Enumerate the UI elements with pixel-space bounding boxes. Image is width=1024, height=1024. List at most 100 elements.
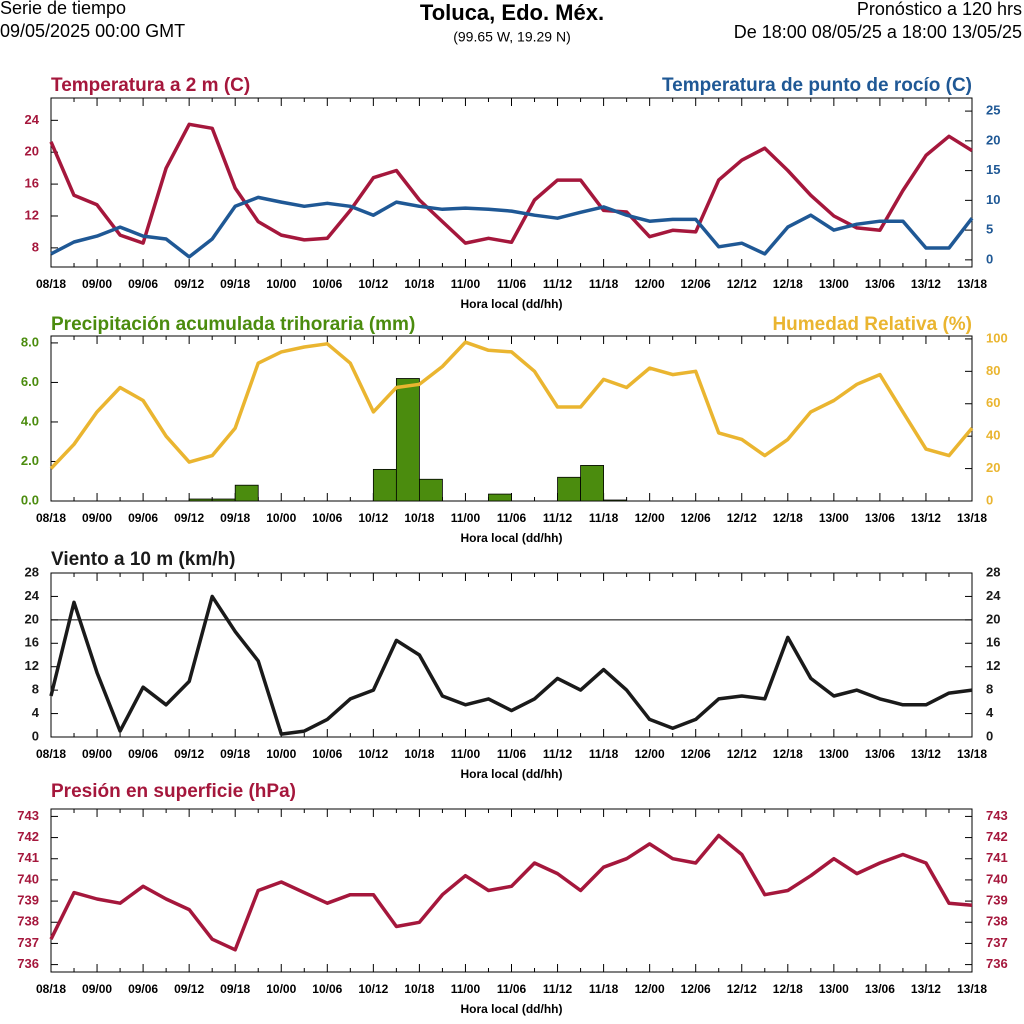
- panel-title: Precipitación acumulada trihoraria (mm): [51, 314, 415, 335]
- y-tick-label: 740: [17, 871, 39, 886]
- x-tick-label: 12/18: [773, 982, 803, 996]
- x-tick-label: 08/18: [36, 511, 66, 525]
- x-tick-label: 11/12: [543, 511, 573, 525]
- bar: [488, 493, 512, 502]
- y2-tick-label: 738: [986, 914, 1008, 929]
- x-tick-label: 12/12: [727, 511, 757, 525]
- x-tick-label: 12/00: [635, 277, 665, 291]
- x-tick-label: 10/06: [312, 511, 342, 525]
- x-tick-label: 08/18: [36, 982, 66, 996]
- y-tick-label: 4: [32, 705, 40, 720]
- x-tick-label: 10/12: [358, 511, 388, 525]
- x-tick-label: 09/12: [174, 511, 204, 525]
- y2-tick-label: 0: [986, 251, 993, 266]
- y-tick-label: 16: [25, 176, 39, 191]
- y-tick-label: 8: [32, 682, 39, 697]
- y2-tick-label: 24: [986, 588, 1001, 603]
- y-tick-label: 4.0: [21, 413, 39, 428]
- x-tick-label: 09/18: [220, 982, 250, 996]
- x-tick-label: 12/06: [681, 277, 711, 291]
- y-tick-label: 12: [25, 207, 39, 222]
- x-tick-label: 09/00: [82, 982, 112, 996]
- panel-title: Temperatura a 2 m (C): [51, 75, 250, 96]
- y-tick-label: 8: [32, 239, 39, 254]
- x-tick-label: 12/18: [773, 747, 803, 761]
- y-tick-label: 2.0: [21, 453, 39, 468]
- y2-tick-label: 739: [986, 893, 1008, 908]
- x-tick-label: 12/18: [773, 511, 803, 525]
- coordinates: (99.65 W, 19.29 N): [453, 29, 571, 45]
- y-tick-label: 24: [25, 588, 40, 603]
- x-tick-label: 12/18: [773, 277, 803, 291]
- x-tick-label: 08/18: [36, 277, 66, 291]
- y2-tick-label: 80: [986, 363, 1000, 378]
- x-tick-label: 12/12: [727, 277, 757, 291]
- y-tick-label: 0.0: [21, 492, 39, 507]
- x-tick-label: 13/00: [819, 982, 849, 996]
- x-tick-label: 11/06: [497, 747, 527, 761]
- panel-title: Temperatura de punto de rocío (C): [662, 75, 972, 96]
- y2-tick-label: 0: [986, 492, 993, 507]
- y-tick-label: 0: [32, 728, 39, 743]
- series-label: Serie de tiempo: [0, 0, 126, 18]
- x-tick-label: 13/12: [911, 511, 941, 525]
- x-tick-label: 09/18: [220, 277, 250, 291]
- y2-tick-label: 10: [986, 192, 1000, 207]
- series-line: [49, 833, 973, 952]
- panel-title: Viento a 10 m (km/h): [51, 549, 235, 570]
- x-tick-label: 13/12: [911, 982, 941, 996]
- x-tick-label: 12/06: [681, 747, 711, 761]
- x-tick-label: 11/18: [589, 982, 619, 996]
- x-tick-label: 11/00: [451, 277, 481, 291]
- plot-frame: [50, 808, 973, 973]
- x-tick-label: 13/18: [957, 747, 987, 761]
- x-tick-label: 10/18: [404, 982, 434, 996]
- series-line: [49, 122, 973, 245]
- x-tick-label: 10/06: [312, 747, 342, 761]
- x-tick-label: 10/12: [358, 747, 388, 761]
- y2-tick-label: 60: [986, 395, 1000, 410]
- y2-tick-label: 736: [986, 956, 1008, 971]
- x-tick-label: 10/18: [404, 511, 434, 525]
- x-tick-label: 12/12: [727, 747, 757, 761]
- y2-tick-label: 743: [986, 808, 1008, 823]
- x-tick-label: 10/00: [266, 511, 296, 525]
- x-tick-label: 11/00: [451, 982, 481, 996]
- series-line: [50, 195, 974, 259]
- x-tick-label: 11/06: [497, 982, 527, 996]
- plot-frame: [50, 335, 973, 502]
- x-tick-label: 11/12: [543, 277, 573, 291]
- bar: [211, 498, 236, 502]
- plot-frame: [50, 572, 973, 738]
- forecast: Pronóstico a 120 hrs: [857, 0, 1022, 19]
- x-tick-label: 09/12: [174, 277, 204, 291]
- x-tick-label: 13/06: [865, 511, 895, 525]
- y2-tick-label: 28: [986, 564, 1000, 579]
- y-tick-label: 20: [25, 144, 39, 159]
- x-tick-label: 13/00: [819, 747, 849, 761]
- y2-tick-label: 740: [986, 871, 1008, 886]
- panel-title: Humedad Relativa (%): [772, 314, 972, 335]
- x-tick-label: 13/00: [819, 277, 849, 291]
- x-tick-label: 09/12: [174, 747, 204, 761]
- y2-tick-label: 20: [986, 611, 1000, 626]
- panel-title: Presión en superficie (hPa): [51, 781, 296, 802]
- x-tick-label: 08/18: [36, 747, 66, 761]
- x-tick-label: 11/00: [451, 747, 481, 761]
- x-tick-label: 13/06: [865, 747, 895, 761]
- x-tick-label: 13/18: [957, 511, 987, 525]
- y2-tick-label: 20: [986, 460, 1000, 475]
- x-tick-label: 12/06: [681, 982, 711, 996]
- y2-tick-label: 741: [986, 850, 1008, 865]
- x-tick-label: 09/18: [220, 511, 250, 525]
- y-tick-label: 12: [25, 658, 39, 673]
- y-tick-label: 20: [25, 611, 39, 626]
- x-tick-label: 10/00: [266, 747, 296, 761]
- x-tick-label: 09/06: [128, 511, 158, 525]
- bar: [580, 465, 605, 502]
- x-tick-label: 11/12: [543, 982, 573, 996]
- x-tick-label: 13/18: [957, 982, 987, 996]
- y2-tick-label: 8: [986, 682, 993, 697]
- x-tick-label: 10/12: [358, 982, 388, 996]
